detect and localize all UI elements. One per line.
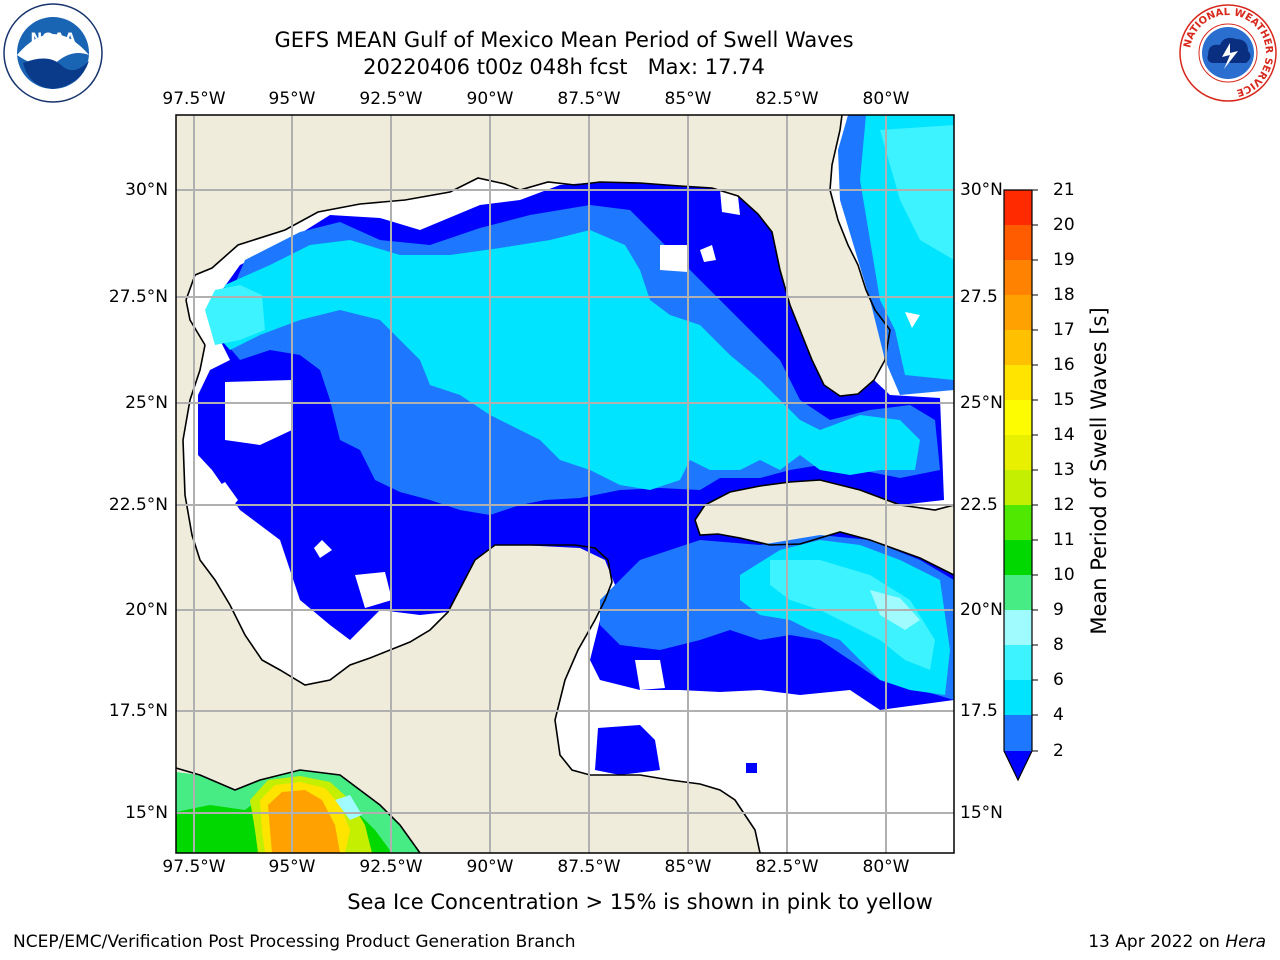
colorbar-tick-label: 19 xyxy=(1053,250,1075,270)
lon-label-bottom: 92.5°W xyxy=(359,857,423,877)
lat-label-left: 30°N xyxy=(125,180,168,200)
lat-label-left: 15°N xyxy=(125,803,168,823)
lat-label-right: 30°N xyxy=(960,180,1003,200)
colorbar-tick-label: 21 xyxy=(1053,180,1075,200)
colorbar-tick-label: 13 xyxy=(1053,460,1075,480)
lon-label-top: 92.5°W xyxy=(359,89,423,109)
calm-patch xyxy=(905,312,920,328)
lat-label-left: 17.5°N xyxy=(108,701,168,721)
colorbar-tick-label: 18 xyxy=(1053,285,1075,305)
swell-band-under-2s-caribbean xyxy=(595,725,660,775)
colorbar-tick-label: 12 xyxy=(1053,495,1075,515)
swell-band-under-2s-patch xyxy=(746,763,757,773)
map-frame xyxy=(175,114,955,854)
chart-title: GEFS MEAN Gulf of Mexico Mean Period of … xyxy=(274,28,854,52)
colorbar-tick-label: 17 xyxy=(1053,320,1075,340)
lat-label-left: 20°N xyxy=(125,600,168,620)
footer-date-text: 13 Apr 2022 on xyxy=(1088,932,1226,952)
colorbar-tick-label: 2 xyxy=(1053,741,1064,761)
lat-label-right: 15°N xyxy=(960,803,1003,823)
pacific-swell-17-18s xyxy=(268,790,340,853)
nws-logo: NATIONAL WEATHER SERVICE xyxy=(1179,4,1277,102)
colorbar-tick-label: 4 xyxy=(1053,705,1064,725)
swell-band-atlantic-6-8s xyxy=(880,125,954,260)
lon-label-bottom: 82.5°W xyxy=(755,857,819,877)
chart-subtitle: 20220406 t00z 048h fcst Max: 17.74 xyxy=(363,55,765,79)
colorbar-label: Mean Period of Swell Waves [s] xyxy=(1087,307,1111,634)
lat-label-right: 17.5 xyxy=(960,701,998,721)
calm-patch xyxy=(720,190,740,215)
lon-label-bottom: 95°W xyxy=(268,857,316,877)
lon-label-bottom: 85°W xyxy=(664,857,712,877)
lon-label-top: 85°W xyxy=(664,89,712,109)
lon-label-bottom: 90°W xyxy=(466,857,514,877)
lon-label-top: 87.5°W xyxy=(557,89,621,109)
lon-label-bottom: 97.5°W xyxy=(162,857,226,877)
footer-branch: NCEP/EMC/Verification Post Processing Pr… xyxy=(13,932,576,952)
calm-patch xyxy=(225,380,292,445)
colorbar-tick-label: 6 xyxy=(1053,670,1064,690)
colorbar-tick-label: 16 xyxy=(1053,355,1075,375)
colorbar-tick-label: 8 xyxy=(1053,635,1064,655)
swell-band-4-6s xyxy=(212,230,950,695)
lon-label-top: 95°W xyxy=(268,89,316,109)
calm-patch xyxy=(208,482,238,515)
calm-patch xyxy=(635,660,665,690)
colorbar-tick-label: 10 xyxy=(1053,565,1075,585)
lat-label-right: 25°N xyxy=(960,393,1003,413)
colorbar xyxy=(1003,189,1038,782)
calm-patch xyxy=(355,572,392,608)
colorbar-tick-label: 9 xyxy=(1053,600,1064,620)
lon-label-bottom: 80°W xyxy=(862,857,910,877)
lon-label-top: 90°W xyxy=(466,89,514,109)
lat-label-right: 20°N xyxy=(960,600,1003,620)
colorbar-tick-label: 14 xyxy=(1053,425,1075,445)
lat-label-left: 22.5°N xyxy=(108,495,168,515)
sea-ice-note: Sea Ice Concentration > 15% is shown in … xyxy=(347,890,933,914)
lat-label-left: 25°N xyxy=(125,393,168,413)
lon-label-top: 80°W xyxy=(862,89,910,109)
calm-patch xyxy=(700,245,716,262)
lat-label-right: 27.5 xyxy=(960,287,998,307)
noaa-logo: NOAA xyxy=(3,3,103,103)
lon-label-top: 82.5°W xyxy=(755,89,819,109)
calm-patch xyxy=(314,540,332,558)
graticule xyxy=(176,115,954,853)
colorbar-tick-label: 15 xyxy=(1053,390,1075,410)
footer-machine: Hera xyxy=(1225,932,1266,952)
lon-label-bottom: 87.5°W xyxy=(557,857,621,877)
lat-label-right: 22.5 xyxy=(960,495,998,515)
lon-label-top: 97.5°W xyxy=(162,89,226,109)
calm-patch xyxy=(660,245,688,272)
colorbar-tick-label: 11 xyxy=(1053,530,1075,550)
lat-label-left: 27.5°N xyxy=(108,287,168,307)
colorbar-tick-label: 20 xyxy=(1053,215,1075,235)
footer-date: 13 Apr 2022 on Hera xyxy=(1088,932,1266,952)
noaa-logo-text: NOAA xyxy=(31,31,76,47)
